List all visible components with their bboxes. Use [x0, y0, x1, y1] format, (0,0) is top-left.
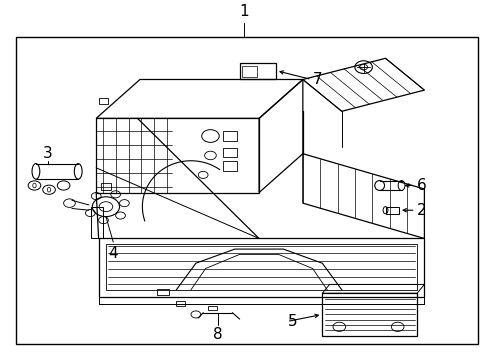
Bar — [222, 162, 237, 171]
Bar — [222, 148, 237, 157]
Text: 6: 6 — [416, 178, 426, 193]
Bar — [222, 131, 237, 141]
Text: 7: 7 — [312, 72, 322, 87]
Bar — [16, 37, 477, 345]
Bar — [101, 183, 111, 190]
Text: 1: 1 — [239, 4, 249, 19]
Bar — [239, 63, 276, 80]
Bar — [99, 98, 108, 104]
Bar — [176, 301, 185, 306]
Bar — [157, 289, 169, 295]
Text: 3: 3 — [42, 146, 52, 161]
Bar — [385, 207, 398, 214]
Text: 4: 4 — [108, 246, 118, 261]
Bar — [207, 306, 216, 310]
Text: 8: 8 — [212, 327, 222, 342]
Text: 5: 5 — [287, 314, 297, 329]
Bar — [242, 67, 256, 77]
Text: 2: 2 — [416, 203, 426, 218]
